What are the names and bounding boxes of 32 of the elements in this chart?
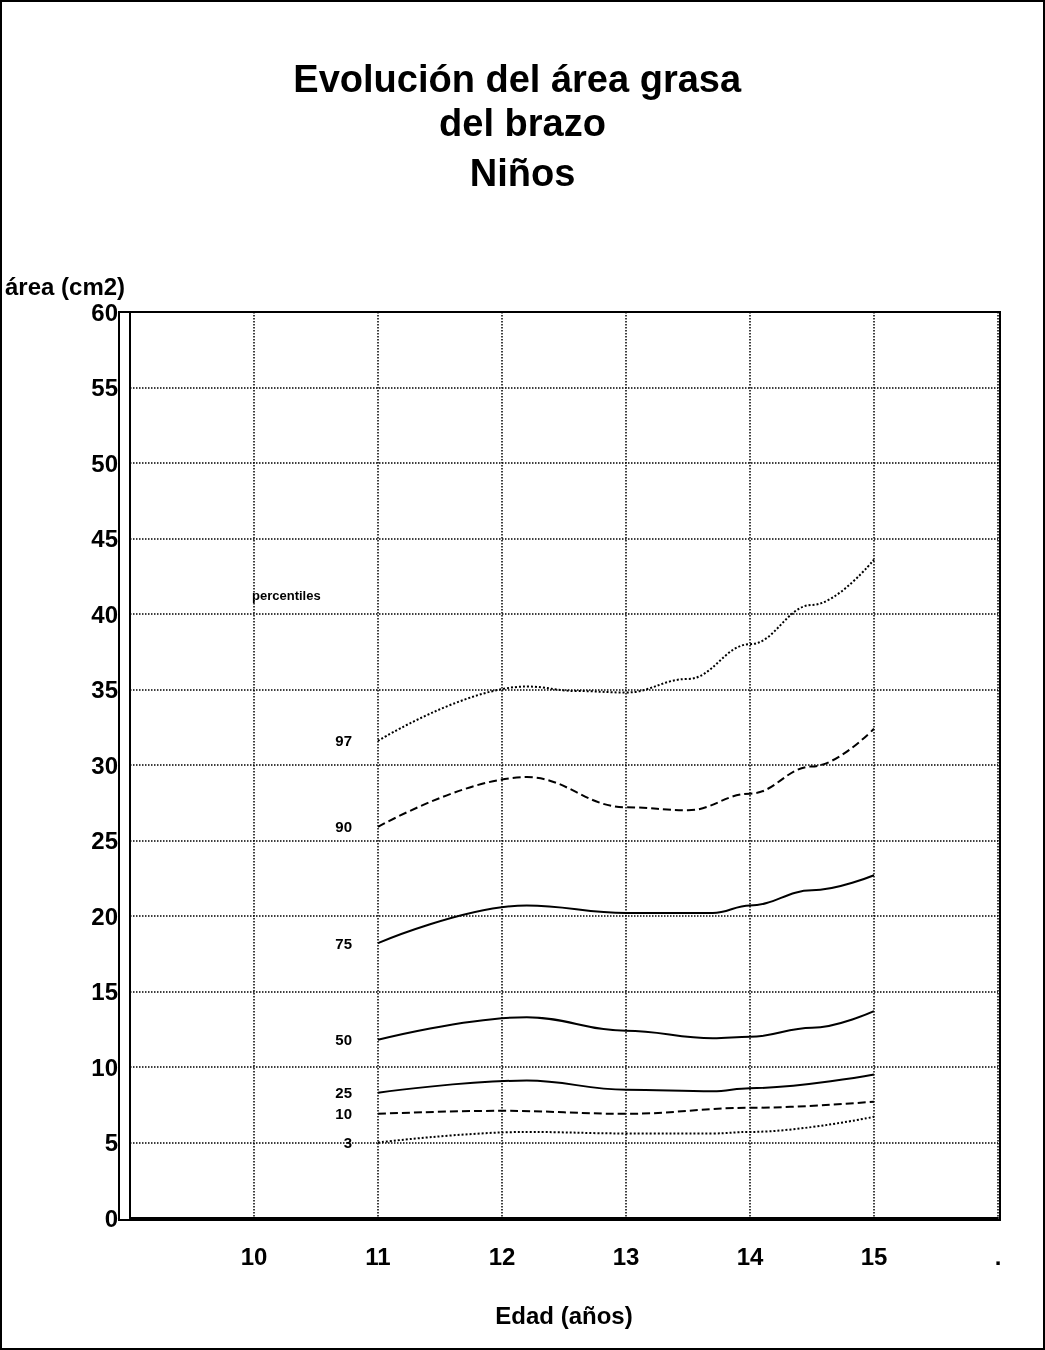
series-label: 3 (343, 1134, 352, 1151)
chart-title: Evolución del área grasa del brazo (293, 58, 752, 144)
y-axis-title: área (cm2) (5, 272, 126, 300)
series-label: 97 (335, 732, 352, 750)
y-tick-label: 25 (91, 827, 118, 854)
y-tick-label: 30 (91, 751, 118, 779)
y-tick-label: 0 (104, 1204, 118, 1232)
x-tick-label: 14 (736, 1242, 764, 1270)
chart-subtitle: Niños (469, 152, 576, 194)
y-tick-label: 60 (91, 298, 118, 326)
series-label: 10 (335, 1105, 352, 1123)
y-tick-label: 35 (91, 676, 118, 703)
series-label: 50 (335, 1031, 352, 1049)
y-tick-label: 15 (91, 978, 118, 1005)
x-tick-label: 10 (240, 1242, 268, 1270)
annotation: percentiles (252, 588, 321, 603)
x-tick-label: 15 (860, 1242, 888, 1270)
x-tick-label: 11 (365, 1242, 391, 1270)
series-label: 25 (335, 1084, 352, 1102)
y-tick-label: 10 (91, 1053, 118, 1081)
y-tick-label: 55 (91, 374, 118, 401)
y-tick-label: 20 (91, 902, 118, 930)
y-tick-label: 5 (104, 1129, 118, 1156)
y-tick-label: 45 (91, 525, 118, 552)
x-tick-label: 13 (612, 1242, 640, 1270)
x-tick-label: 12 (488, 1242, 516, 1270)
x-axis-title: Edad (años) (495, 1301, 633, 1329)
series-label: 90 (335, 818, 352, 836)
y-tick-label: 40 (91, 600, 118, 628)
series-label: 75 (335, 934, 352, 952)
y-tick-label: 50 (91, 449, 118, 477)
x-tick-label: . (994, 1242, 1002, 1270)
